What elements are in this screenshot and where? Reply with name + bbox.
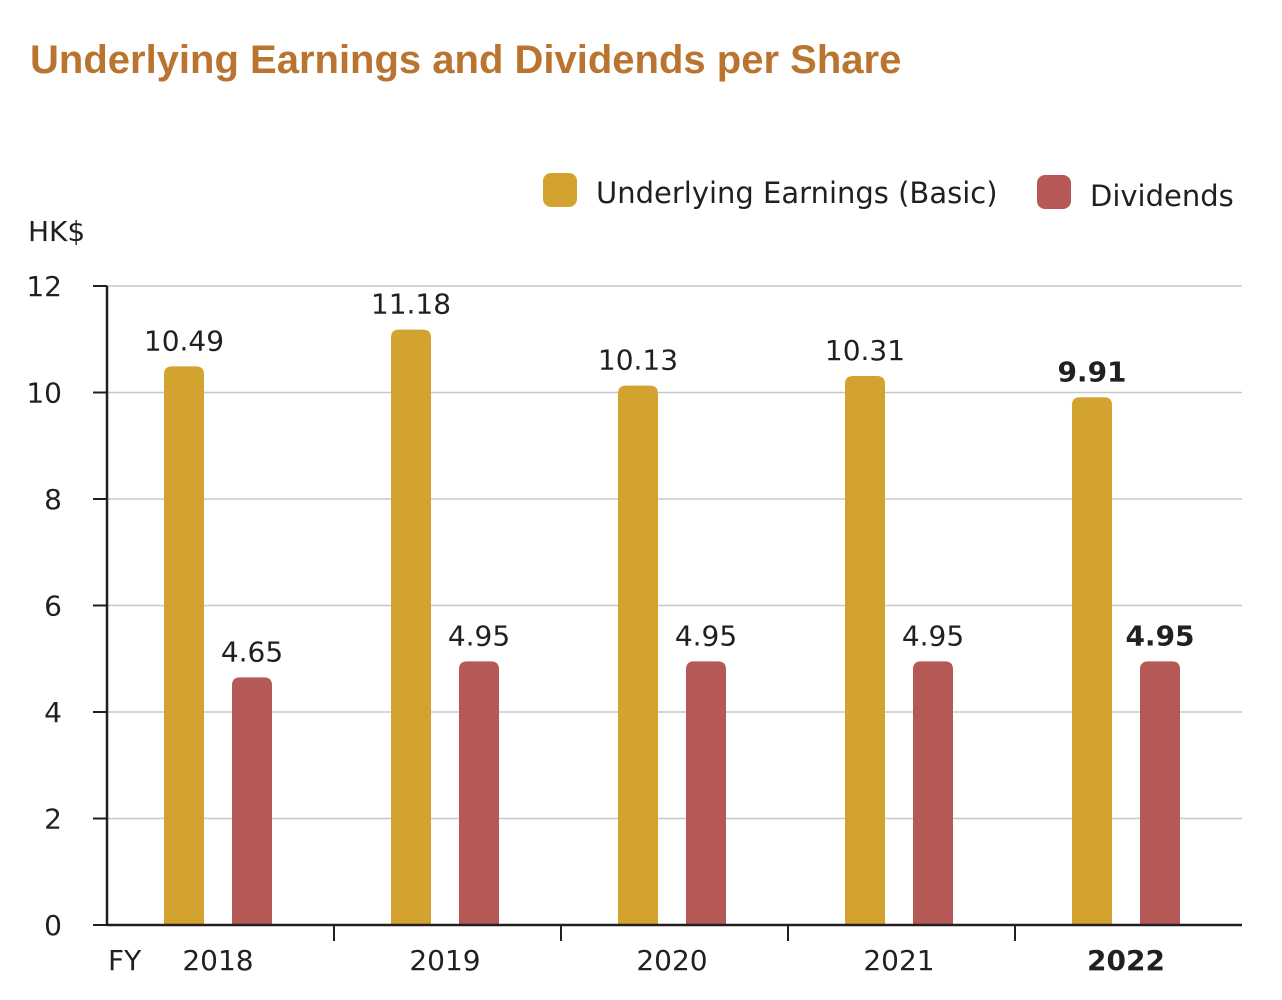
value-label: 10.49 <box>144 324 224 357</box>
x-tick-label: 2022 <box>1087 944 1165 977</box>
x-tick-label: 2020 <box>636 944 707 977</box>
value-label: 4.95 <box>902 619 964 652</box>
legend-label-earnings: Underlying Earnings (Basic) <box>596 176 998 210</box>
value-label: 11.18 <box>371 288 451 321</box>
value-label: 4.65 <box>221 635 283 668</box>
y-axis-label: HK$ <box>28 215 85 248</box>
x-tick-label: 2019 <box>409 944 480 977</box>
dividends-bar <box>459 661 499 925</box>
legend-label-dividends: Dividends <box>1090 179 1234 213</box>
earnings-bar <box>164 366 204 926</box>
y-tick-label: 0 <box>44 909 62 942</box>
chart-title: Underlying Earnings and Dividends per Sh… <box>30 38 902 82</box>
earnings-bar <box>618 385 658 925</box>
dividends-bar <box>686 661 726 925</box>
x-axis-label: FY <box>108 944 142 977</box>
y-tick-label: 10 <box>26 377 62 410</box>
labels: 0 2 4 6 8 10 12 10.49 4.65 2018 11.18 4.95 2019 10.13… <box>26 270 1194 977</box>
y-tick-label: 12 <box>26 270 62 303</box>
legend-swatch-dividends <box>1037 175 1071 209</box>
y-tick-label: 8 <box>44 483 62 516</box>
value-label: 10.31 <box>825 334 905 367</box>
legend-swatch-earnings <box>543 173 577 207</box>
value-label: 4.95 <box>1125 619 1194 652</box>
x-tick-label: 2021 <box>863 944 934 977</box>
value-label: 9.91 <box>1057 355 1126 388</box>
value-label: 4.95 <box>448 619 510 652</box>
earnings-bar <box>845 375 885 925</box>
earnings-bar <box>391 329 431 925</box>
y-tick-label: 4 <box>44 696 62 729</box>
dividends-bar <box>232 677 272 925</box>
y-tick-label: 6 <box>44 590 62 623</box>
axes <box>93 285 1242 941</box>
value-label: 4.95 <box>675 619 737 652</box>
dividends-bar <box>913 661 953 925</box>
dividends-bar <box>1140 661 1180 925</box>
legend: Underlying Earnings (Basic) Dividends <box>543 173 1234 213</box>
x-tick-label: 2018 <box>182 944 253 977</box>
earnings-bar <box>1072 397 1112 926</box>
y-tick-label: 2 <box>44 803 62 836</box>
gridlines <box>107 285 1242 820</box>
value-label: 10.13 <box>598 344 678 377</box>
bars <box>164 329 1180 926</box>
